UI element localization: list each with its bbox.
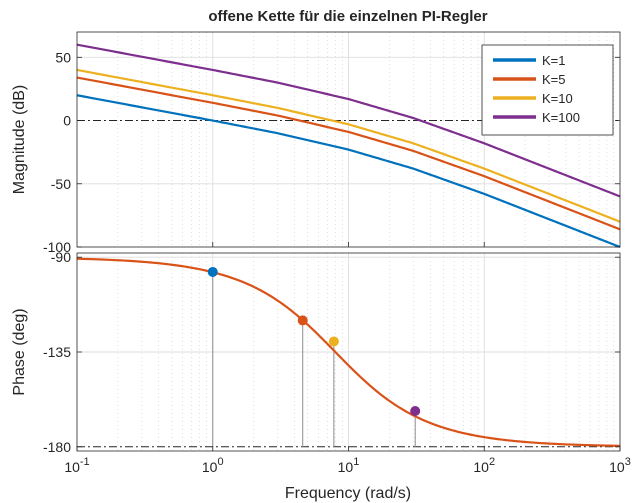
magnitude-legend: K=1 K=5 K=10 K=100 bbox=[481, 44, 614, 136]
chart-title: offene Kette für die einzelnen PI-Regler bbox=[208, 8, 487, 25]
legend-label: K=1 bbox=[542, 53, 566, 68]
magnitude-y-tick-label: 0 bbox=[63, 113, 71, 129]
magnitude-line-k10 bbox=[76, 68, 621, 223]
frequency-x-tick-label: 101 bbox=[338, 456, 360, 475]
magnitude-series bbox=[76, 43, 621, 249]
frequency-x-axis-label: Frequency (rad/s) bbox=[285, 485, 411, 502]
phase-marker-k5 bbox=[297, 315, 308, 326]
phase-y-tick-label: -135 bbox=[43, 344, 71, 360]
frequency-x-tick-label: 100 bbox=[202, 456, 224, 475]
phase-marker-stems bbox=[212, 271, 416, 447]
phase-marker-k1 bbox=[207, 266, 218, 277]
phase-y-axis-label: Phase (deg) bbox=[11, 308, 28, 395]
legend-entries: K=1 K=5 K=10 K=100 bbox=[493, 53, 580, 125]
phase-y-tick-label: -90 bbox=[51, 249, 71, 265]
magnitude-y-tick-label: -100 bbox=[43, 239, 71, 255]
phase-series bbox=[76, 257, 621, 447]
legend-label: K=100 bbox=[542, 110, 580, 125]
phase-y-tick-label: -180 bbox=[43, 439, 71, 455]
magnitude-y-tick-label: 50 bbox=[55, 49, 71, 65]
phase-markers bbox=[207, 266, 421, 416]
magnitude-line-k100 bbox=[76, 43, 621, 198]
frequency-x-tick-label: 10-1 bbox=[64, 456, 89, 475]
magnitude-panel: 50 0 -50 -100 Magnitude (dB) K=1 K=5 K=10 K=10… bbox=[11, 31, 621, 255]
phase-marker-k100 bbox=[410, 405, 421, 416]
phase-marker-k10 bbox=[328, 336, 339, 347]
legend-label: K=5 bbox=[542, 72, 566, 87]
legend-label: K=10 bbox=[542, 91, 573, 106]
magnitude-line-k5 bbox=[76, 76, 621, 231]
phase-line bbox=[76, 257, 621, 447]
magnitude-y-axis-label: Magnitude (dB) bbox=[11, 85, 28, 194]
magnitude-y-tick-label: -50 bbox=[51, 176, 71, 192]
magnitude-line-k1 bbox=[76, 94, 621, 249]
frequency-x-tick-label: 103 bbox=[609, 456, 631, 475]
magnitude-ticks: 50 0 -50 -100 bbox=[43, 49, 620, 255]
frequency-x-tick-label: 102 bbox=[473, 456, 495, 475]
